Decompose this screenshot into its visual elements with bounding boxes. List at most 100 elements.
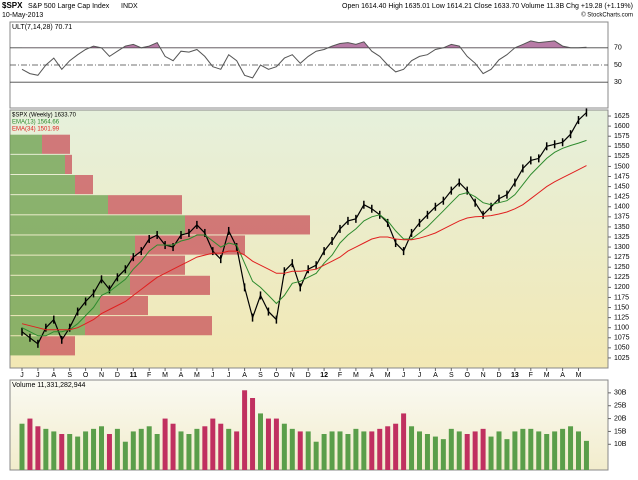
volume-bar [385,426,391,470]
volume-bar [480,428,486,470]
x-tick-label: A [560,372,565,379]
y-tick-label: 1500 [614,163,630,170]
volume-bar [83,431,89,470]
volume-bar [138,428,144,470]
y-tick-label: 1075 [614,335,630,342]
volume-bar [226,428,232,470]
volume-bar [528,428,534,470]
volume-bar [154,434,160,470]
ema-line [21,139,587,337]
volume-bar [393,423,399,470]
volume-bar [401,413,407,470]
y-tick-label: 1150 [614,304,629,311]
volume-bar [130,431,136,470]
x-tick-label: M [576,372,582,379]
x-tick-label: M [385,372,391,379]
y-tick-label: 1025 [614,355,630,362]
volume-bar [258,413,263,470]
volume-bar [361,431,367,470]
x-tick-label: D [306,372,311,379]
volume-bar [106,434,112,470]
volume-bar [576,431,581,470]
x-tick-label: M [353,372,359,379]
ema-line [21,165,587,331]
volume-bar [464,434,470,470]
x-tick-label: A [433,372,438,379]
y-tick-label: 1175 [614,294,629,301]
volume-bar [178,431,184,470]
volume-bar [67,434,73,470]
volume-bar [496,431,502,470]
x-tick-label: J [418,372,422,379]
volume-by-price-up [10,275,130,295]
x-tick-label: S [258,372,263,379]
volume-bar [424,434,430,470]
y-tick-label: 1625 [614,113,630,120]
legend-entry: EMA(34) 1501.99 [12,127,60,133]
volume-by-price-up [10,215,185,235]
y-tick-label: 15B [614,428,627,435]
y-tick-label: 1600 [614,123,630,130]
volume-by-price-up [10,336,40,356]
volume-bar [114,428,120,470]
y-tick-label: 1575 [614,133,630,140]
volume-bar [417,431,422,470]
legend-entry: $SPX (Weekly) 1633.70 [12,113,77,119]
x-tick-label: O [83,372,89,379]
volume-bar [289,428,295,470]
x-tick-label: A [179,372,184,379]
x-tick-label: A [242,372,247,379]
credit: © StockCharts.com [581,12,633,19]
ult-line [21,40,587,79]
x-tick-label: M [544,372,550,379]
volume-by-price-down [85,316,212,336]
y-tick-label: 50 [614,62,622,69]
volume-bar [440,439,446,470]
x-tick-label: S [449,372,454,379]
volume-bar [242,390,248,470]
volume-by-price-up [10,235,135,255]
x-tick-label: F [529,372,533,379]
volume-bar [146,426,152,470]
y-tick-label: 30B [614,390,627,397]
ult-label: ULT(7,14,28) 70.71 [12,24,72,31]
volume-bar [202,426,208,470]
volume-by-price-down [65,154,72,174]
volume-bar [43,428,49,470]
y-tick-label: 20B [614,415,627,422]
volume-bar [329,431,335,470]
x-tick-label: A [369,372,374,379]
volume-bar [568,426,574,470]
volume-bar [162,418,168,470]
volume-bar [91,428,97,470]
volume-bar [583,440,589,470]
volume-bar [369,431,375,470]
volume-by-price-down [108,195,182,215]
x-tick-label: J [211,372,215,379]
volume-by-price-up [10,154,65,174]
y-tick-label: 1475 [614,173,630,180]
x-tick-label: F [147,372,151,379]
x-tick-label: S [67,372,72,379]
volume-by-price-down [75,175,93,195]
y-tick-label: 1050 [614,345,630,352]
y-tick-label: 1450 [614,183,630,190]
volume-bar [345,434,351,470]
x-tick-label: J [402,372,406,379]
volume-bar [194,428,200,470]
volume-bar [297,431,303,470]
volume-by-price-up [10,134,42,154]
x-tick-label: D [496,372,501,379]
y-tick-label: 1125 [614,314,629,321]
y-tick-label: 1425 [614,194,630,201]
y-tick-label: 1300 [614,244,630,251]
x-tick-label: O [464,372,470,379]
volume-bar [448,428,454,470]
x-tick-label: D [115,372,120,379]
volume-by-price-down [185,215,310,235]
x-tick-label: A [51,372,56,379]
y-tick-label: 1525 [614,153,630,160]
y-tick-label: 1250 [614,264,630,271]
volume-bar [472,431,478,470]
x-tick-label: N [290,372,295,379]
